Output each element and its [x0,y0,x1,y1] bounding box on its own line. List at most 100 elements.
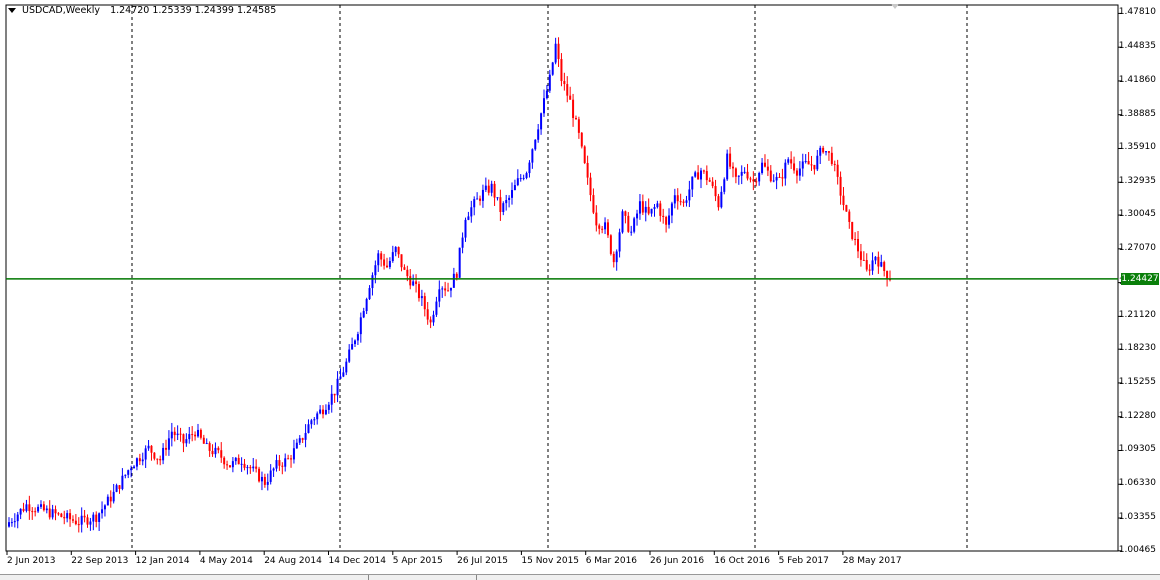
candle-body [464,219,467,238]
candle-body [566,84,569,96]
candle-body [170,431,173,439]
candle-body [426,309,429,320]
candle-body [624,211,627,216]
candle-body [220,450,223,458]
candle-body [243,463,246,468]
candle-body [479,198,482,201]
candle-body [665,216,668,225]
candle-body [705,171,708,181]
candle-body [173,431,176,436]
candle-body [167,438,170,450]
candle-body [763,162,766,167]
candle-body [859,251,862,260]
candle-body [223,457,226,465]
candle-body [348,349,351,362]
x-tick-label: 5 Apr 2015 [392,556,443,566]
candle-body [714,186,717,197]
candle-body [383,259,386,266]
candle-body [319,409,322,414]
candle-body [679,201,682,203]
candle-body [330,393,333,405]
candle-body [455,273,458,278]
candle-body [636,213,639,219]
candle-body [612,253,615,263]
candle-body [92,514,95,522]
candle-body [240,463,243,465]
candle-body [598,225,601,229]
candle-body [194,434,197,437]
candle-body [339,376,342,379]
candle-body [711,181,714,187]
candle-body [191,434,194,436]
candle-body [237,457,240,465]
candle-body [368,288,371,300]
candle-body [540,113,543,130]
candle-body [290,458,293,460]
chart-tabs-bar[interactable] [0,574,1160,580]
candle-body [432,314,435,323]
candle-body [231,461,234,468]
candle-body [519,178,522,180]
candle-body [162,447,165,461]
candle-body [731,166,734,169]
candle-body [630,231,633,233]
candle-body [586,162,589,178]
candle-body [141,459,144,462]
candle-body [580,132,583,147]
candle-body [153,452,156,459]
candle-body [525,173,528,178]
candle-body [22,508,25,511]
candle-body [371,275,374,289]
candle-body [685,200,688,203]
candle-body [615,251,618,263]
candle-body [322,409,325,415]
candle-body [313,419,316,421]
candle-body [66,513,69,519]
candle-body [813,164,816,170]
candle-body [641,201,644,213]
candle-body [656,203,659,208]
candle-body [697,172,700,180]
candle-body [69,513,72,520]
candle-body [758,173,761,182]
y-tick-label: 1.21120 [1118,310,1156,321]
candle-body [449,287,452,291]
candle-body [124,474,127,476]
candle-body [682,201,685,203]
candle-body [694,172,697,177]
x-tick-label: 15 Nov 2015 [521,556,580,566]
candle-body [292,448,295,460]
y-tick-label: 1.03355 [1118,512,1156,523]
candle-body [490,183,493,193]
candle-body [775,176,778,181]
candle-body [662,215,665,217]
candle-body [13,521,16,523]
candle-body [278,460,281,466]
candle-body [130,468,133,471]
dropdown-arrow-icon[interactable] [8,8,16,13]
ohlc-values: 1.24720 1.25339 1.24399 1.24585 [110,5,277,16]
candle-body [473,199,476,208]
candle-body [438,289,441,302]
candle-body [508,197,511,201]
y-tick-label: 1.41860 [1118,74,1156,85]
candle-body [272,468,275,471]
x-tick-label: 5 Feb 2017 [778,556,829,566]
y-tick-label: 1.12280 [1118,410,1156,421]
candle-body [528,162,531,174]
x-tick-label: 12 Jan 2014 [135,556,190,566]
candle-body [48,508,51,518]
candle-body [57,513,60,515]
chart-shift-marker-icon[interactable] [891,4,899,9]
candle-body [106,496,109,506]
candle-body [406,269,409,277]
candle-body [857,238,860,252]
candle-body [572,99,575,118]
candle-body [258,468,261,482]
candle-body [409,276,412,286]
candle-body [496,197,499,199]
candle-body [217,447,220,451]
candle-body [179,433,182,435]
